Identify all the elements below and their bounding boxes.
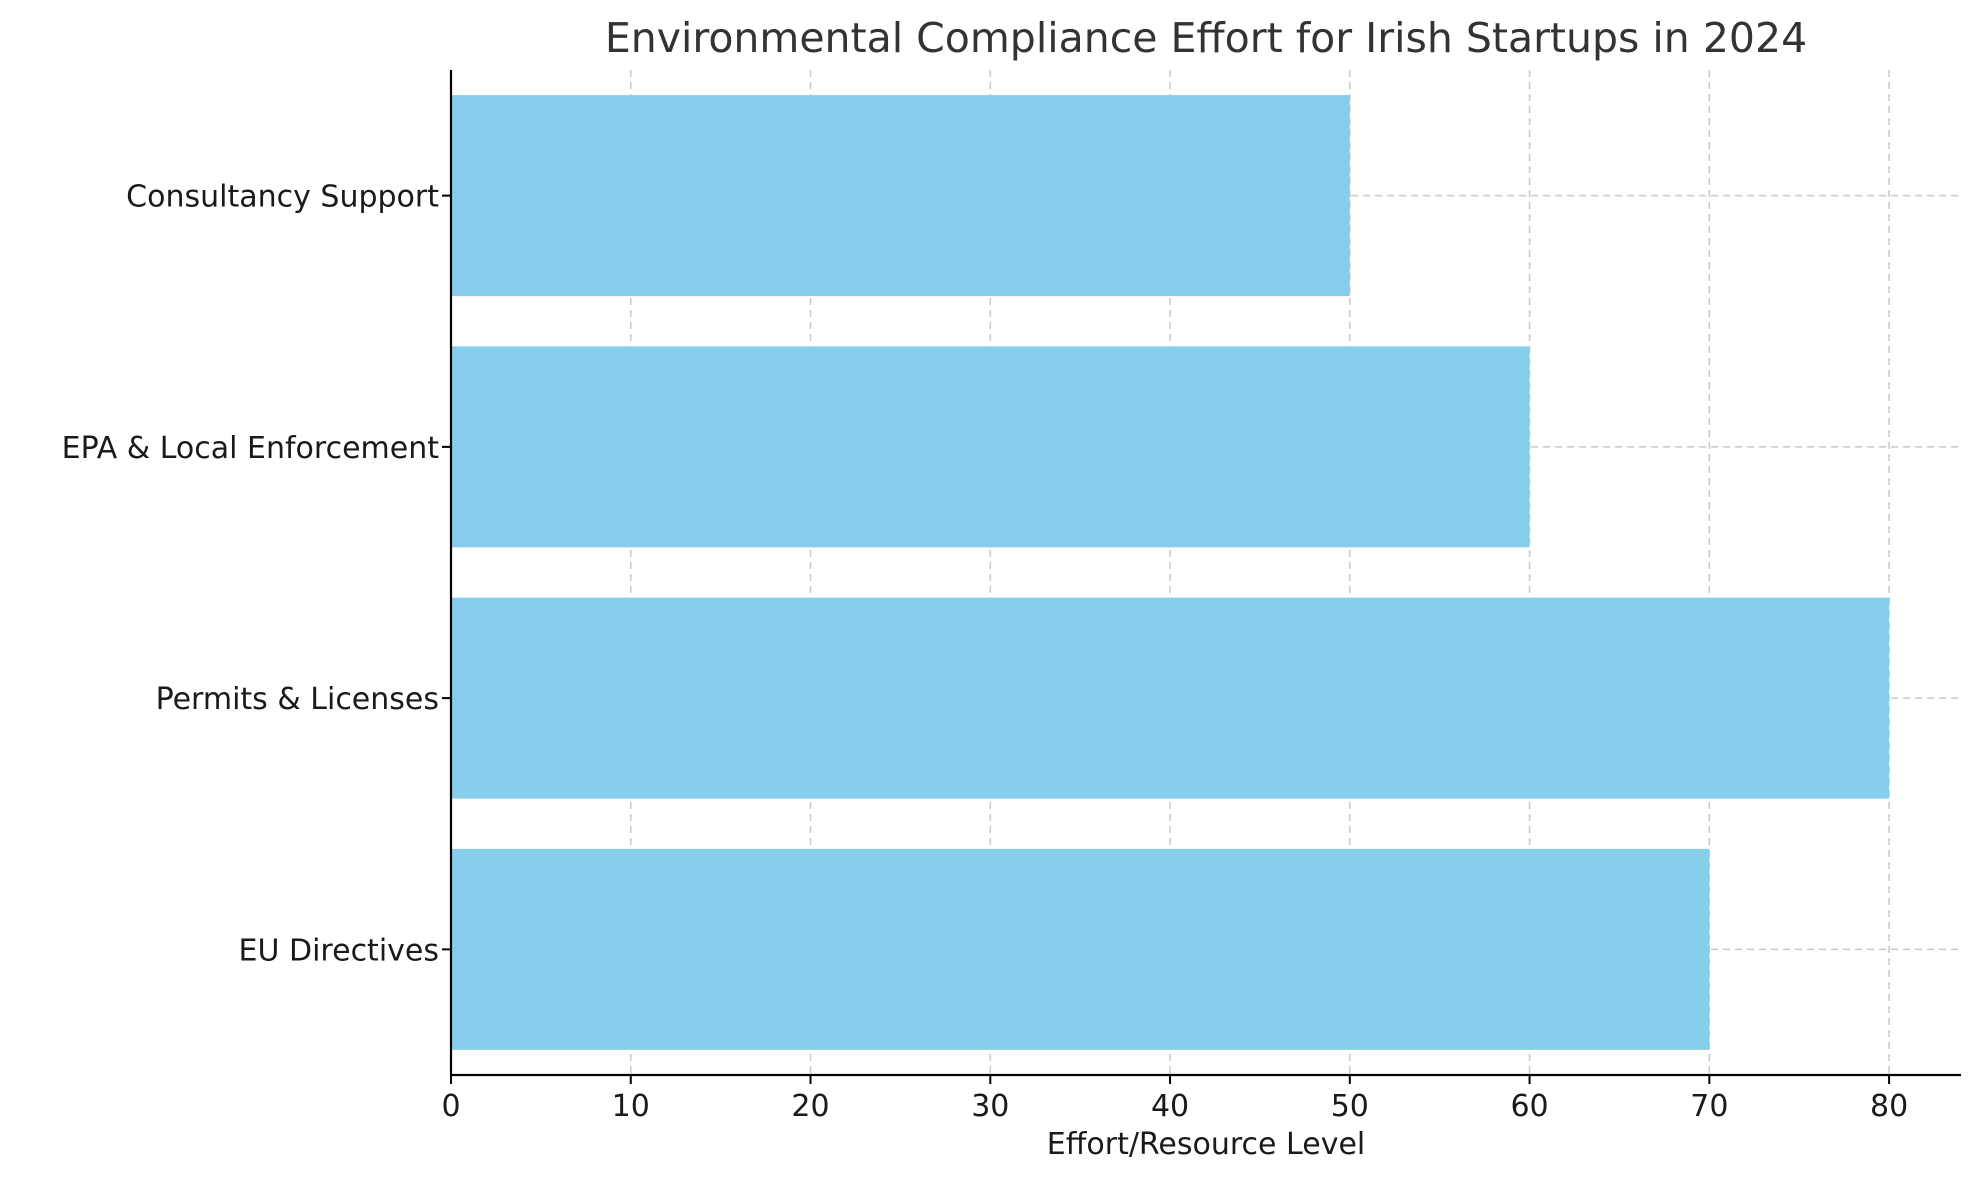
y-tick-label-epa-local-enforcement: EPA & Local Enforcement xyxy=(62,431,440,466)
x-tick-label-0: 0 xyxy=(441,1089,460,1124)
bar-permits-licenses xyxy=(451,597,1890,799)
x-tick-label-50: 50 xyxy=(1331,1089,1369,1124)
y-tick-label-permits-licenses: Permits & Licenses xyxy=(156,682,439,717)
bar-eu-directives xyxy=(451,848,1710,1050)
axis-layer: 0 10 20 30 40 50 60 70 80 EU Directives Permits & … xyxy=(62,70,1961,1124)
bar-epa-local-enforcement xyxy=(451,346,1530,548)
x-axis-label: Effort/Resource Level xyxy=(1047,1127,1366,1162)
x-tick-label-30: 30 xyxy=(971,1089,1009,1124)
x-tick-label-80: 80 xyxy=(1870,1089,1908,1124)
y-tick-label-consultancy-support: Consultancy Support xyxy=(126,180,439,215)
x-tick-label-20: 20 xyxy=(791,1089,829,1124)
bar-layer xyxy=(451,95,1890,1050)
chart-title: Environmental Compliance Effort for Iris… xyxy=(605,14,1807,62)
bar-consultancy-support xyxy=(451,95,1350,297)
x-tick-label-10: 10 xyxy=(612,1089,650,1124)
x-tick-label-40: 40 xyxy=(1151,1089,1189,1124)
x-tick-label-60: 60 xyxy=(1510,1089,1548,1124)
x-tick-label-70: 70 xyxy=(1690,1089,1728,1124)
y-tick-label-eu-directives: EU Directives xyxy=(239,933,439,968)
